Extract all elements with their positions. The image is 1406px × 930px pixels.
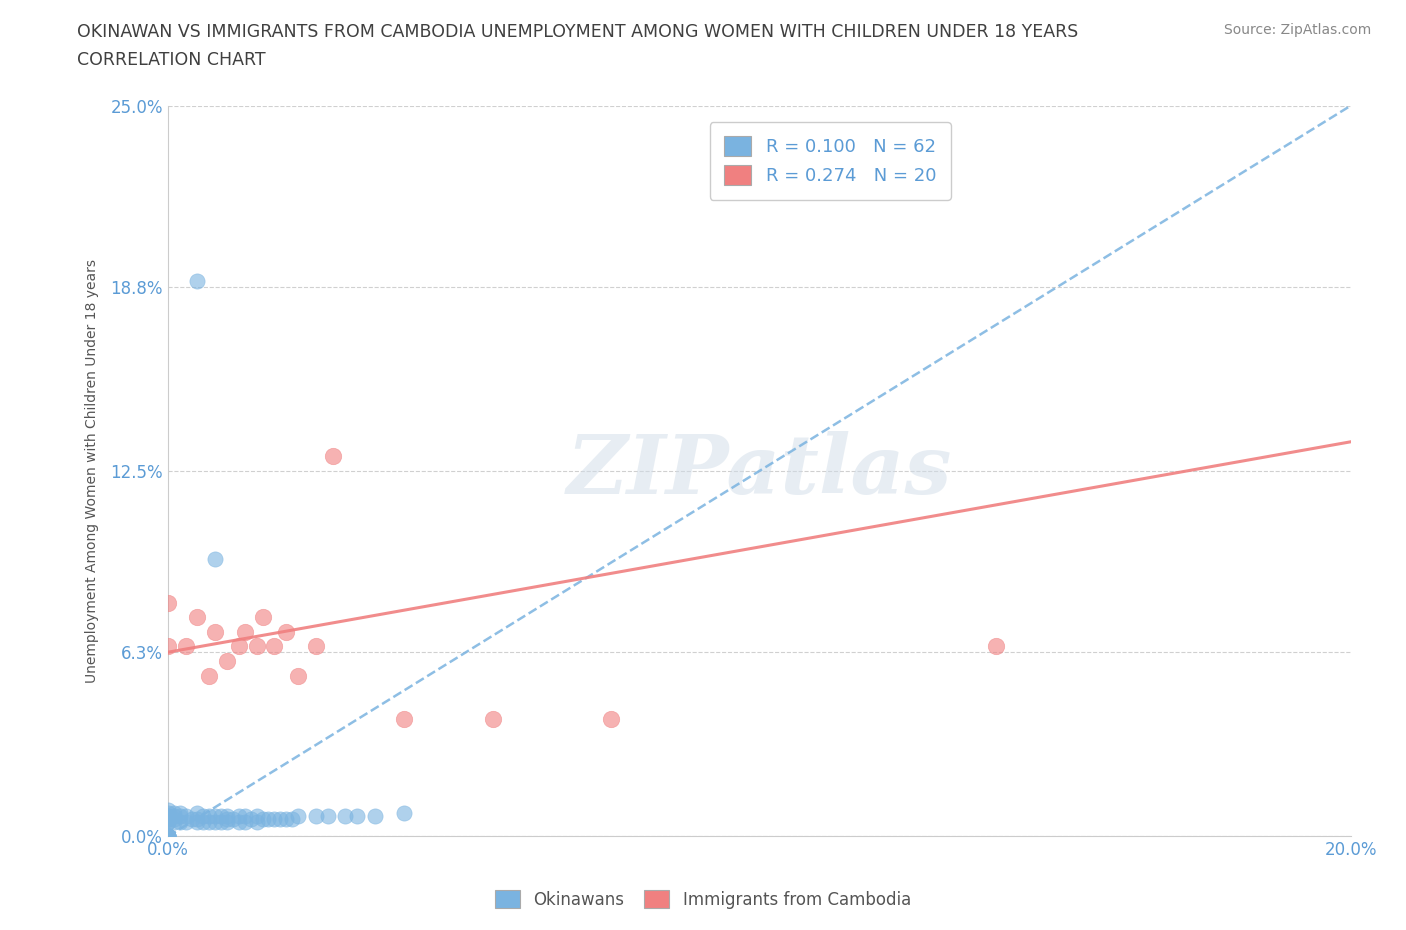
Point [186, 273, 208, 288]
Text: ZIPatlas: ZIPatlas [567, 431, 952, 511]
Point [163, 811, 186, 826]
Text: OKINAWAN VS IMMIGRANTS FROM CAMBODIA UNEMPLOYMENT AMONG WOMEN WITH CHILDREN UNDE: OKINAWAN VS IMMIGRANTS FROM CAMBODIA UNE… [77, 23, 1078, 41]
Point [276, 811, 298, 826]
Point [156, 803, 179, 817]
Point [186, 610, 208, 625]
Point [228, 639, 250, 654]
Point [222, 811, 245, 826]
Point [174, 815, 197, 830]
Point [305, 639, 328, 654]
Point [228, 815, 250, 830]
Point [156, 805, 179, 820]
Point [252, 811, 274, 826]
Point [263, 811, 285, 826]
Point [600, 712, 623, 727]
Point [156, 815, 179, 830]
Point [156, 829, 179, 844]
Point [156, 829, 179, 844]
Legend: R = 0.100   N = 62, R = 0.274   N = 20: R = 0.100 N = 62, R = 0.274 N = 20 [710, 122, 950, 200]
Point [246, 815, 269, 830]
Point [394, 805, 416, 820]
Point [156, 808, 179, 823]
Point [276, 624, 298, 639]
Point [180, 811, 202, 826]
Point [193, 808, 215, 823]
Point [239, 811, 262, 826]
Point [233, 808, 256, 823]
Point [156, 811, 179, 826]
Point [269, 811, 291, 826]
Point [156, 829, 179, 844]
Point [215, 654, 238, 669]
Point [198, 815, 221, 830]
Point [186, 811, 208, 826]
Point [163, 808, 186, 823]
Point [322, 449, 344, 464]
Point [364, 808, 387, 823]
Point [198, 668, 221, 683]
Legend: Okinawans, Immigrants from Cambodia: Okinawans, Immigrants from Cambodia [486, 882, 920, 917]
Point [215, 811, 238, 826]
Point [984, 639, 1007, 654]
Point [209, 815, 232, 830]
Point [156, 595, 179, 610]
Point [198, 808, 221, 823]
Point [163, 805, 186, 820]
Point [186, 805, 208, 820]
Point [204, 808, 226, 823]
Text: CORRELATION CHART: CORRELATION CHART [77, 51, 266, 69]
Point [169, 808, 191, 823]
Point [335, 808, 357, 823]
Text: Source: ZipAtlas.com: Source: ZipAtlas.com [1223, 23, 1371, 37]
Point [209, 808, 232, 823]
Point [394, 712, 416, 727]
Point [156, 639, 179, 654]
Point [233, 815, 256, 830]
Point [215, 808, 238, 823]
Point [193, 815, 215, 830]
Point [204, 815, 226, 830]
Point [174, 808, 197, 823]
Point [233, 624, 256, 639]
Point [156, 829, 179, 844]
Point [163, 815, 186, 830]
Point [281, 811, 304, 826]
Point [156, 811, 179, 826]
Point [263, 639, 285, 654]
Y-axis label: Unemployment Among Women with Children Under 18 years: Unemployment Among Women with Children U… [86, 259, 100, 683]
Point [482, 712, 505, 727]
Point [156, 808, 179, 823]
Point [169, 815, 191, 830]
Point [346, 808, 368, 823]
Point [156, 829, 179, 844]
Point [174, 639, 197, 654]
Point [257, 811, 280, 826]
Point [246, 639, 269, 654]
Point [186, 815, 208, 830]
Point [156, 829, 179, 844]
Point [204, 624, 226, 639]
Point [169, 805, 191, 820]
Point [156, 829, 179, 844]
Point [287, 808, 309, 823]
Point [246, 808, 269, 823]
Point [316, 808, 339, 823]
Point [156, 815, 179, 830]
Point [204, 551, 226, 566]
Point [252, 610, 274, 625]
Point [287, 668, 309, 683]
Point [215, 815, 238, 830]
Point [305, 808, 328, 823]
Point [228, 808, 250, 823]
